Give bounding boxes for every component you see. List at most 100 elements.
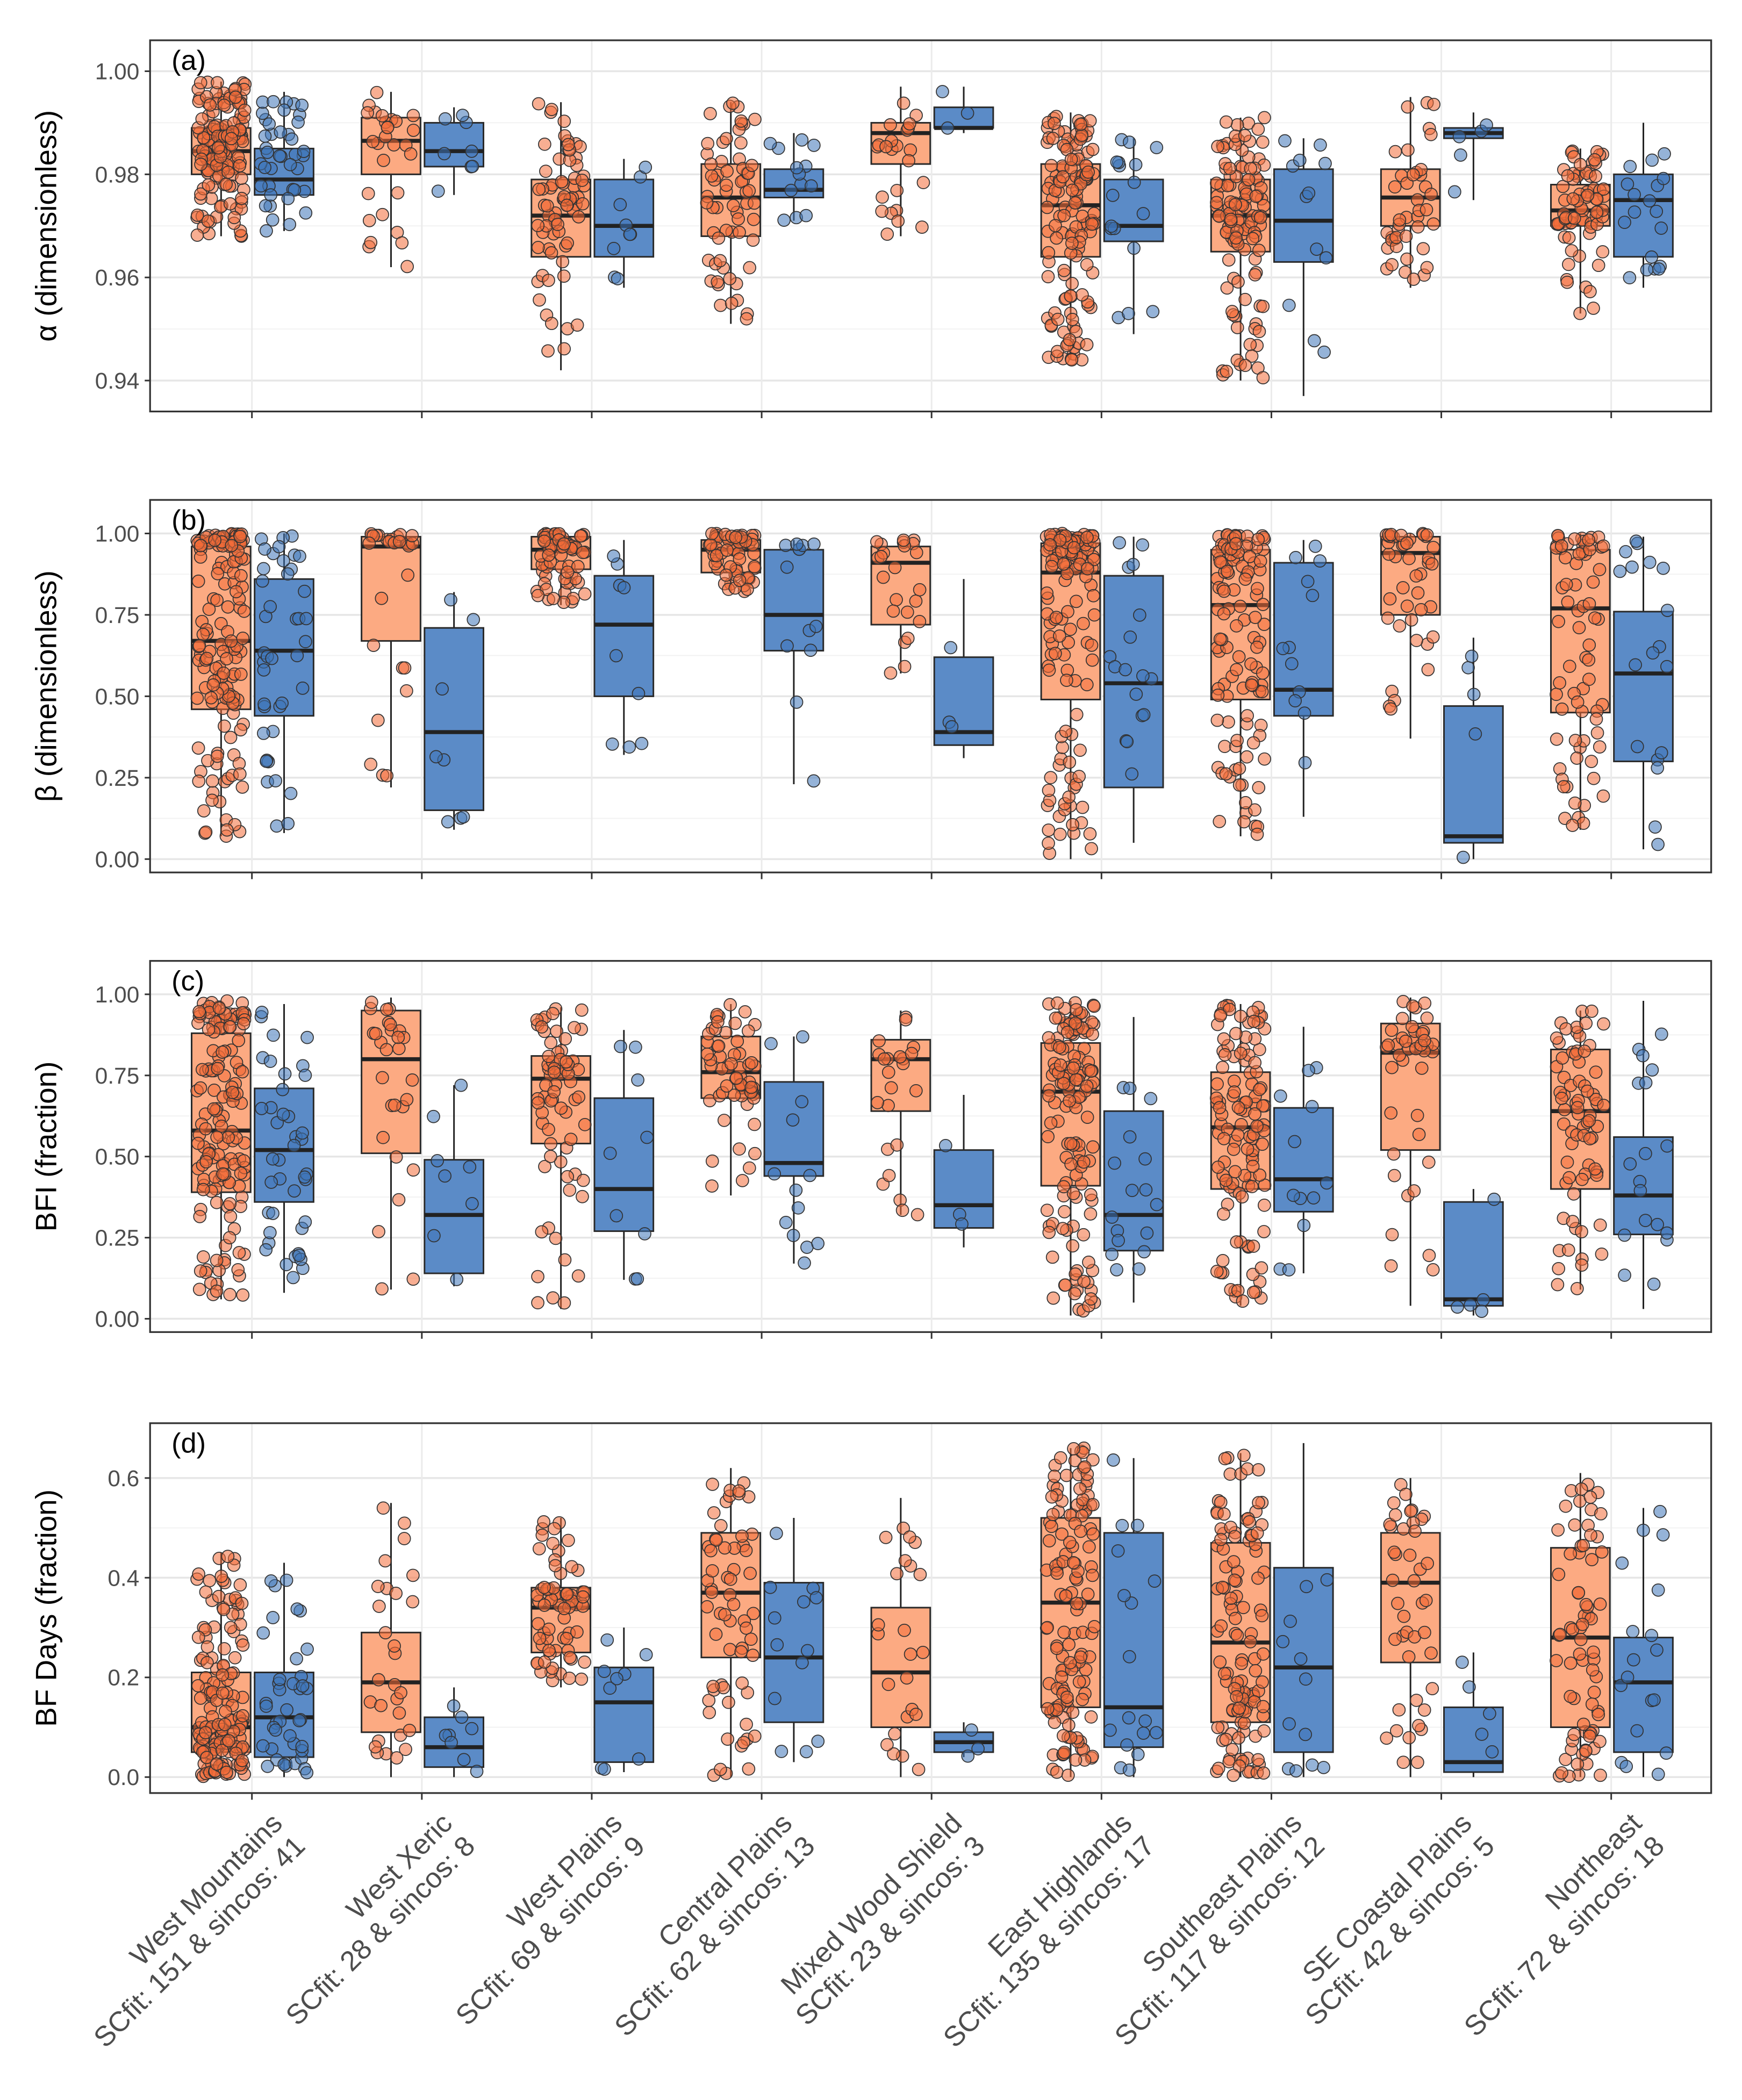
- data-point: [1628, 188, 1641, 202]
- data-point: [1230, 1629, 1244, 1643]
- data-point: [1127, 241, 1141, 255]
- data-point: [290, 1652, 303, 1666]
- data-point: [1582, 597, 1596, 611]
- data-point: [1227, 1768, 1240, 1782]
- data-point: [1232, 762, 1246, 776]
- data-point: [888, 561, 902, 575]
- data-point: [1273, 1089, 1287, 1103]
- data-point: [551, 218, 564, 231]
- box-iqr: [1613, 1637, 1674, 1753]
- data-point: [1086, 1027, 1099, 1041]
- data-point: [191, 1630, 205, 1644]
- data-point: [300, 1642, 314, 1656]
- data-point: [1225, 1743, 1239, 1757]
- box-sincos: [1443, 1189, 1504, 1318]
- data-point: [799, 209, 813, 223]
- y-tick-label: 0.50: [95, 1144, 139, 1170]
- data-point: [398, 1516, 411, 1530]
- data-point: [1424, 188, 1438, 201]
- data-point: [1063, 333, 1077, 347]
- data-point: [361, 106, 374, 120]
- data-point: [796, 1030, 809, 1044]
- data-point: [218, 1718, 232, 1731]
- data-point: [465, 1722, 479, 1736]
- data-point: [1218, 1048, 1232, 1062]
- data-point: [266, 1207, 279, 1220]
- data-point: [705, 527, 719, 541]
- data-point: [1592, 1708, 1605, 1722]
- data-point: [362, 536, 376, 550]
- box-sincos: [763, 537, 825, 788]
- data-point: [1074, 1524, 1087, 1538]
- data-point: [1246, 1159, 1260, 1173]
- data-point: [532, 1542, 546, 1556]
- data-point: [1257, 1724, 1271, 1738]
- data-point: [1216, 1060, 1229, 1074]
- data-point: [192, 1282, 206, 1296]
- data-point: [1581, 188, 1595, 202]
- data-point: [1250, 640, 1264, 654]
- data-point: [1399, 266, 1412, 279]
- panel-border: [149, 1422, 1712, 1794]
- data-point: [403, 1724, 417, 1737]
- data-point: [575, 1003, 589, 1017]
- data-point: [1387, 1496, 1401, 1510]
- data-point: [1064, 153, 1078, 166]
- data-point: [467, 613, 481, 627]
- data-point: [212, 1589, 226, 1603]
- data-point: [1065, 183, 1079, 197]
- data-point: [1051, 345, 1064, 359]
- data-point: [298, 1215, 312, 1229]
- data-point: [1115, 1518, 1129, 1532]
- data-point: [1452, 130, 1466, 144]
- data-point: [237, 1154, 250, 1167]
- data-point: [1248, 1107, 1261, 1121]
- y-tick-label: 0.75: [95, 603, 139, 628]
- data-point: [572, 1090, 585, 1104]
- data-point: [723, 998, 737, 1012]
- data-point: [267, 95, 280, 109]
- data-point: [1252, 781, 1266, 794]
- data-point: [798, 1256, 811, 1270]
- data-point: [1087, 1620, 1101, 1633]
- data-point: [1081, 562, 1094, 576]
- data-point: [531, 1270, 544, 1284]
- data-point: [1385, 1060, 1399, 1074]
- data-point: [880, 1738, 894, 1752]
- panel-tag: (d): [171, 1428, 206, 1459]
- data-point: [1384, 702, 1397, 716]
- data-point: [277, 1758, 291, 1772]
- data-point: [1570, 1282, 1584, 1295]
- data-point: [938, 1139, 952, 1152]
- data-point: [547, 1522, 561, 1536]
- data-point: [266, 1152, 279, 1166]
- data-point: [603, 1681, 617, 1695]
- data-point: [571, 560, 585, 574]
- data-point: [1654, 1027, 1668, 1041]
- data-point: [1127, 175, 1141, 189]
- box-scfit: [870, 1497, 931, 1778]
- box-sincos: [424, 1687, 484, 1778]
- data-point: [267, 1028, 280, 1042]
- data-point: [256, 1739, 270, 1753]
- panel-tag: (b): [171, 505, 206, 536]
- data-point: [1407, 1574, 1421, 1588]
- data-point: [1129, 687, 1143, 701]
- data-point: [1386, 1573, 1400, 1587]
- data-point: [1426, 630, 1440, 644]
- data-point: [265, 651, 278, 665]
- data-point: [535, 1020, 549, 1034]
- data-point: [394, 1686, 407, 1700]
- data-point: [1289, 1764, 1303, 1778]
- data-point: [1571, 1101, 1585, 1115]
- data-point: [1557, 780, 1571, 793]
- data-point: [1288, 694, 1302, 708]
- data-point: [886, 604, 900, 618]
- data-point: [1258, 111, 1271, 125]
- data-point: [1256, 1675, 1269, 1689]
- data-point: [720, 178, 733, 192]
- data-point: [406, 1595, 420, 1609]
- data-point: [1211, 1721, 1225, 1735]
- box-iqr: [763, 549, 825, 652]
- data-point: [557, 537, 571, 551]
